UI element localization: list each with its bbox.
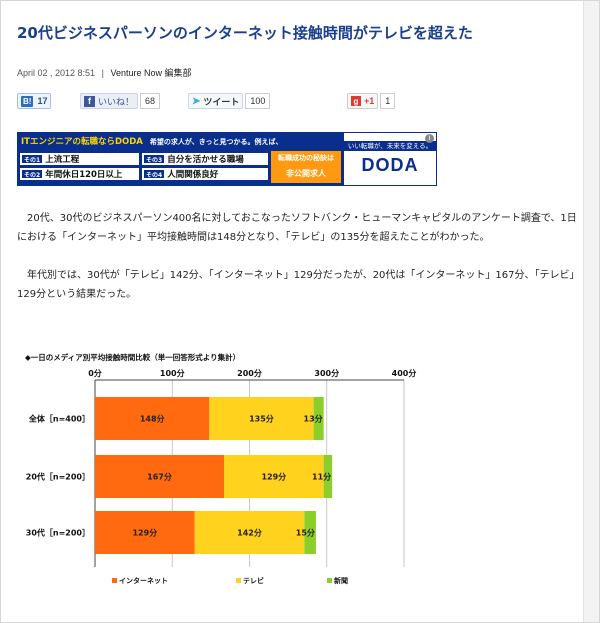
- twitter-tweet[interactable]: ➤ ツイート 100: [188, 92, 271, 110]
- ad-tagline: いい転職が、未来を変える。: [344, 141, 436, 151]
- bar-segment: [209, 397, 314, 440]
- legend-label: テレビ: [243, 576, 264, 585]
- x-tick-label: 100分: [160, 368, 185, 378]
- article-title: 20代ビジネスパーソンのインターネット接触時間がテレビを超えた: [17, 24, 473, 42]
- category-label: 全体［n=400］: [28, 414, 90, 424]
- legend-swatch: [236, 578, 241, 583]
- category-label: 20代［n=200］: [26, 472, 90, 482]
- facebook-like-button[interactable]: f いいね！: [80, 93, 139, 109]
- hatena-count: 17: [37, 96, 48, 106]
- ad-item-tag: その3: [144, 155, 165, 164]
- ad-item-tag: その2: [22, 170, 43, 179]
- plus-one-count: 1: [380, 93, 396, 109]
- ad-headline: ITエンジニアの転職ならDODA 希望の求人が、きっと見つかる。例えば、: [21, 135, 282, 147]
- category-label: 30代［n=200］: [26, 528, 90, 538]
- tweet-count: 100: [245, 93, 271, 109]
- legend-label: 新聞: [334, 576, 348, 585]
- plus-one-button[interactable]: g +1: [347, 93, 379, 109]
- data-label: 13分: [304, 414, 323, 424]
- data-label: 15分: [296, 528, 315, 538]
- ad-headline-rest: 希望の求人が、きっと見つかる。例えば、: [149, 138, 283, 146]
- chart-title: ◆一日のメディア別平均接触時間比較（単一回答形式より集計）: [25, 353, 241, 362]
- x-tick-label: 300分: [314, 368, 339, 378]
- data-label: 148分: [140, 414, 165, 424]
- ad-item: その4 人間関係良好: [142, 168, 268, 180]
- hatena-icon: B!: [21, 95, 34, 107]
- bar-segment: [304, 511, 316, 554]
- data-label: 142分: [237, 528, 262, 538]
- meta-separator: |: [101, 68, 104, 78]
- bar-segment: [95, 455, 225, 498]
- doda-logo: DODA: [361, 155, 419, 175]
- data-label: 11分: [312, 472, 331, 482]
- facebook-icon: f: [84, 95, 95, 107]
- article-paragraph: 20代、30代のビジネスパーソン400名に対しておこなったソフトバンク・ヒューマ…: [17, 213, 577, 243]
- ad-brand-panel: いい転職が、未来を変える。 DODA: [344, 133, 436, 185]
- legend-label: インターネット: [119, 576, 168, 585]
- bar-segment: [95, 397, 210, 440]
- facebook-like[interactable]: f いいね！ 68: [80, 92, 161, 110]
- x-tick-label: 400分: [392, 368, 417, 378]
- ad-item: その2 年間休日120日以上: [20, 168, 139, 180]
- data-label: 167分: [147, 472, 172, 482]
- ad-cta-small: 転職成功の秘訣は: [278, 154, 334, 162]
- bar-segment: [224, 455, 324, 498]
- ad-headline-brand: ITエンジニアの転職ならDODA: [21, 137, 143, 147]
- facebook-like-label: いいね！: [98, 96, 135, 107]
- tweet-button[interactable]: ➤ ツイート: [188, 93, 244, 109]
- data-label: 129分: [132, 528, 157, 538]
- google-plus-icon: g: [351, 96, 361, 106]
- bar-segment: [313, 397, 324, 440]
- plus-one-label: +1: [364, 96, 375, 106]
- article-author[interactable]: Venture Now 編集部: [110, 68, 192, 78]
- ad-cta-big: 非公開求人: [286, 169, 326, 178]
- ad-info-icon[interactable]: i: [425, 134, 434, 143]
- article-date: April 02 , 2012 8:51: [17, 68, 96, 78]
- article-paragraph: 年代別では、30代が「テレビ」142分、「インターネット」129分だったが、20…: [17, 270, 575, 300]
- article-meta: April 02 , 2012 8:51 | Venture Now 編集部: [17, 66, 191, 79]
- google-plus-one[interactable]: g +1 1: [347, 92, 396, 110]
- bar-segment: [194, 511, 305, 554]
- ad-item: その3 自分を活かせる職場: [142, 153, 268, 165]
- x-tick-label: 200分: [237, 368, 262, 378]
- ad-item-text: 上流工程: [45, 155, 80, 165]
- ad-item-text: 人間関係良好: [167, 170, 219, 180]
- hatena-bookmark[interactable]: B! 17: [17, 92, 52, 110]
- doda-ad-banner[interactable]: ITエンジニアの転職ならDODA 希望の求人が、きっと見つかる。例えば、 その1…: [17, 132, 437, 186]
- tweet-label: ツイート: [203, 96, 240, 107]
- scrollbar[interactable]: [583, 1, 599, 622]
- ad-cta-button[interactable]: 転職成功の秘訣は 非公開求人: [271, 151, 341, 183]
- legend-swatch: [112, 578, 117, 583]
- ad-item-tag: その1: [22, 155, 43, 164]
- ad-item-text: 年間休日120日以上: [45, 170, 123, 180]
- data-label: 135分: [249, 414, 274, 424]
- ad-item-tag: その4: [144, 170, 165, 179]
- twitter-bird-icon: ➤: [192, 95, 201, 107]
- x-tick-label: 0分: [88, 368, 102, 378]
- ad-item: その1 上流工程: [20, 153, 139, 165]
- bar-segment: [323, 455, 333, 498]
- ad-item-text: 自分を活かせる職場: [167, 155, 244, 165]
- bar-segment: [95, 511, 195, 554]
- hatena-button[interactable]: B! 17: [17, 93, 52, 109]
- data-label: 129分: [261, 472, 286, 482]
- legend-swatch: [327, 578, 332, 583]
- facebook-count: 68: [140, 93, 161, 109]
